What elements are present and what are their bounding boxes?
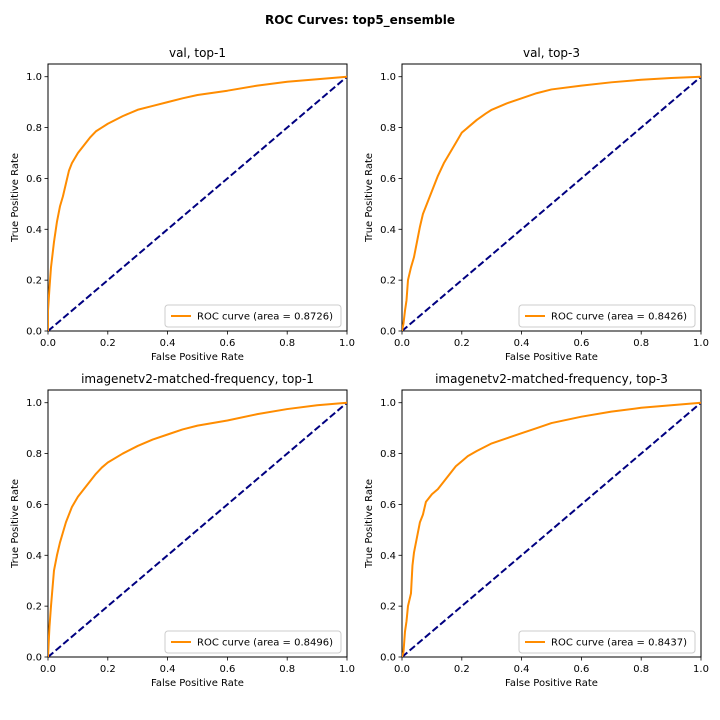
y-tick-label: 0.6 — [26, 174, 42, 185]
x-tick-label: 0.6 — [219, 664, 235, 675]
legend-box — [164, 304, 342, 328]
axes-frame — [401, 63, 702, 332]
legend-label: ROC curve (area = 0.8726) — [197, 312, 333, 323]
y-tick-label: 0.8 — [380, 123, 396, 134]
legend-box — [518, 304, 696, 328]
subplot-title: val, top-3 — [523, 46, 580, 60]
y-tick-label: 0.2 — [380, 602, 396, 613]
legend-label: ROC curve (area = 0.8426) — [551, 312, 687, 323]
x-tick-label: 0.4 — [160, 338, 176, 349]
x-tick-label: 0.2 — [100, 338, 116, 349]
plot-area — [48, 75, 347, 331]
x-tick-label: 0.2 — [454, 338, 470, 349]
legend-box — [164, 630, 342, 654]
y-axis-label: True Positive Rate — [10, 153, 21, 243]
y-tick-label: 0.8 — [380, 449, 396, 460]
legend: ROC curve (area = 0.8726) — [164, 304, 342, 328]
y-tick-label: 0.2 — [26, 602, 42, 613]
y-tick-label: 0.0 — [380, 327, 396, 338]
y-tick-label: 0.2 — [380, 276, 396, 287]
x-tick-label: 0.0 — [40, 338, 56, 349]
figure-suptitle: ROC Curves: top5_ensemble — [265, 13, 455, 28]
y-tick-label: 0.0 — [380, 653, 396, 664]
x-tick-label: 0.2 — [454, 664, 470, 675]
subplot-4: imagenetv2-matched-frequency, top-30.0 0.… — [364, 372, 709, 689]
y-tick-label: 1.0 — [26, 72, 42, 83]
roc-curve-line — [48, 75, 347, 331]
axes-frame — [47, 389, 348, 658]
y-tick-label: 0.4 — [380, 551, 396, 562]
plot-area — [48, 401, 347, 657]
y-tick-label: 0.4 — [26, 551, 42, 562]
y-tick-label: 0.0 — [26, 653, 42, 664]
subplot-title: val, top-1 — [169, 46, 226, 60]
subplot-2: val, top-3 0.0 0.2 0.4 0.6 0.8 1.0 0.0 0.2 0.4 0.6… — [364, 46, 709, 363]
chance-line — [48, 401, 347, 657]
x-tick-label: 0.6 — [219, 338, 235, 349]
axes-frame — [401, 389, 702, 658]
chance-line — [402, 401, 701, 657]
x-axis-label: False Positive Rate — [505, 352, 598, 363]
axes-frame — [47, 63, 348, 332]
x-tick-label: 0.6 — [573, 338, 589, 349]
chance-line — [48, 75, 347, 331]
y-tick-label: 1.0 — [26, 398, 42, 409]
legend-box — [518, 630, 696, 654]
x-tick-label: 1.0 — [693, 338, 709, 349]
x-axis-label: False Positive Rate — [505, 678, 598, 689]
x-tick-label: 0.0 — [394, 664, 410, 675]
y-tick-label: 0.0 — [26, 327, 42, 338]
subplot-grid: val, top-1 0.0 0.2 0.4 0.6 0.8 1.0 0.0 0.2 0.4 0.6… — [10, 46, 709, 689]
subplot-1: val, top-1 0.0 0.2 0.4 0.6 0.8 1.0 0.0 0.2 0.4 0.6… — [10, 46, 355, 363]
y-tick-label: 0.8 — [26, 123, 42, 134]
x-tick-label: 0.6 — [573, 664, 589, 675]
y-tick-label: 1.0 — [380, 398, 396, 409]
x-tick-label: 0.4 — [514, 338, 530, 349]
subplot-title: imagenetv2-matched-frequency, top-3 — [435, 372, 668, 386]
y-axis-label: True Positive Rate — [364, 479, 375, 569]
x-axis-label: False Positive Rate — [151, 352, 244, 363]
legend-label: ROC curve (area = 0.8496) — [197, 638, 333, 649]
x-tick-label: 1.0 — [339, 338, 355, 349]
x-tick-label: 1.0 — [339, 664, 355, 675]
y-tick-label: 1.0 — [380, 72, 396, 83]
y-axis-label: True Positive Rate — [10, 479, 21, 569]
legend: ROC curve (area = 0.8496) — [164, 630, 342, 654]
subplot-3: imagenetv2-matched-frequency, top-10.0 0.… — [10, 372, 355, 689]
x-tick-label: 0.8 — [633, 338, 649, 349]
y-tick-label: 0.8 — [26, 449, 42, 460]
x-tick-label: 0.8 — [633, 664, 649, 675]
x-tick-label: 0.8 — [279, 338, 295, 349]
y-tick-label: 0.2 — [26, 276, 42, 287]
y-tick-label: 0.6 — [380, 174, 396, 185]
plot-area — [402, 75, 701, 331]
y-tick-label: 0.6 — [26, 500, 42, 511]
x-tick-label: 0.2 — [100, 664, 116, 675]
plot-area — [402, 401, 701, 657]
roc-curve-line — [402, 401, 701, 657]
x-tick-label: 0.0 — [40, 664, 56, 675]
x-tick-label: 0.4 — [514, 664, 530, 675]
roc-curve-line — [402, 75, 701, 331]
subplot-title: imagenetv2-matched-frequency, top-1 — [81, 372, 314, 386]
y-axis-label: True Positive Rate — [364, 153, 375, 243]
x-tick-label: 1.0 — [693, 664, 709, 675]
x-tick-label: 0.0 — [394, 338, 410, 349]
legend-label: ROC curve (area = 0.8437) — [551, 638, 687, 649]
legend: ROC curve (area = 0.8437) — [518, 630, 696, 654]
legend: ROC curve (area = 0.8426) — [518, 304, 696, 328]
chance-line — [402, 75, 701, 331]
x-tick-label: 0.4 — [160, 664, 176, 675]
y-tick-label: 0.4 — [26, 225, 42, 236]
roc-curve-line — [48, 401, 347, 657]
y-tick-label: 0.4 — [380, 225, 396, 236]
y-tick-label: 0.6 — [380, 500, 396, 511]
x-axis-label: False Positive Rate — [151, 678, 244, 689]
x-tick-label: 0.8 — [279, 664, 295, 675]
